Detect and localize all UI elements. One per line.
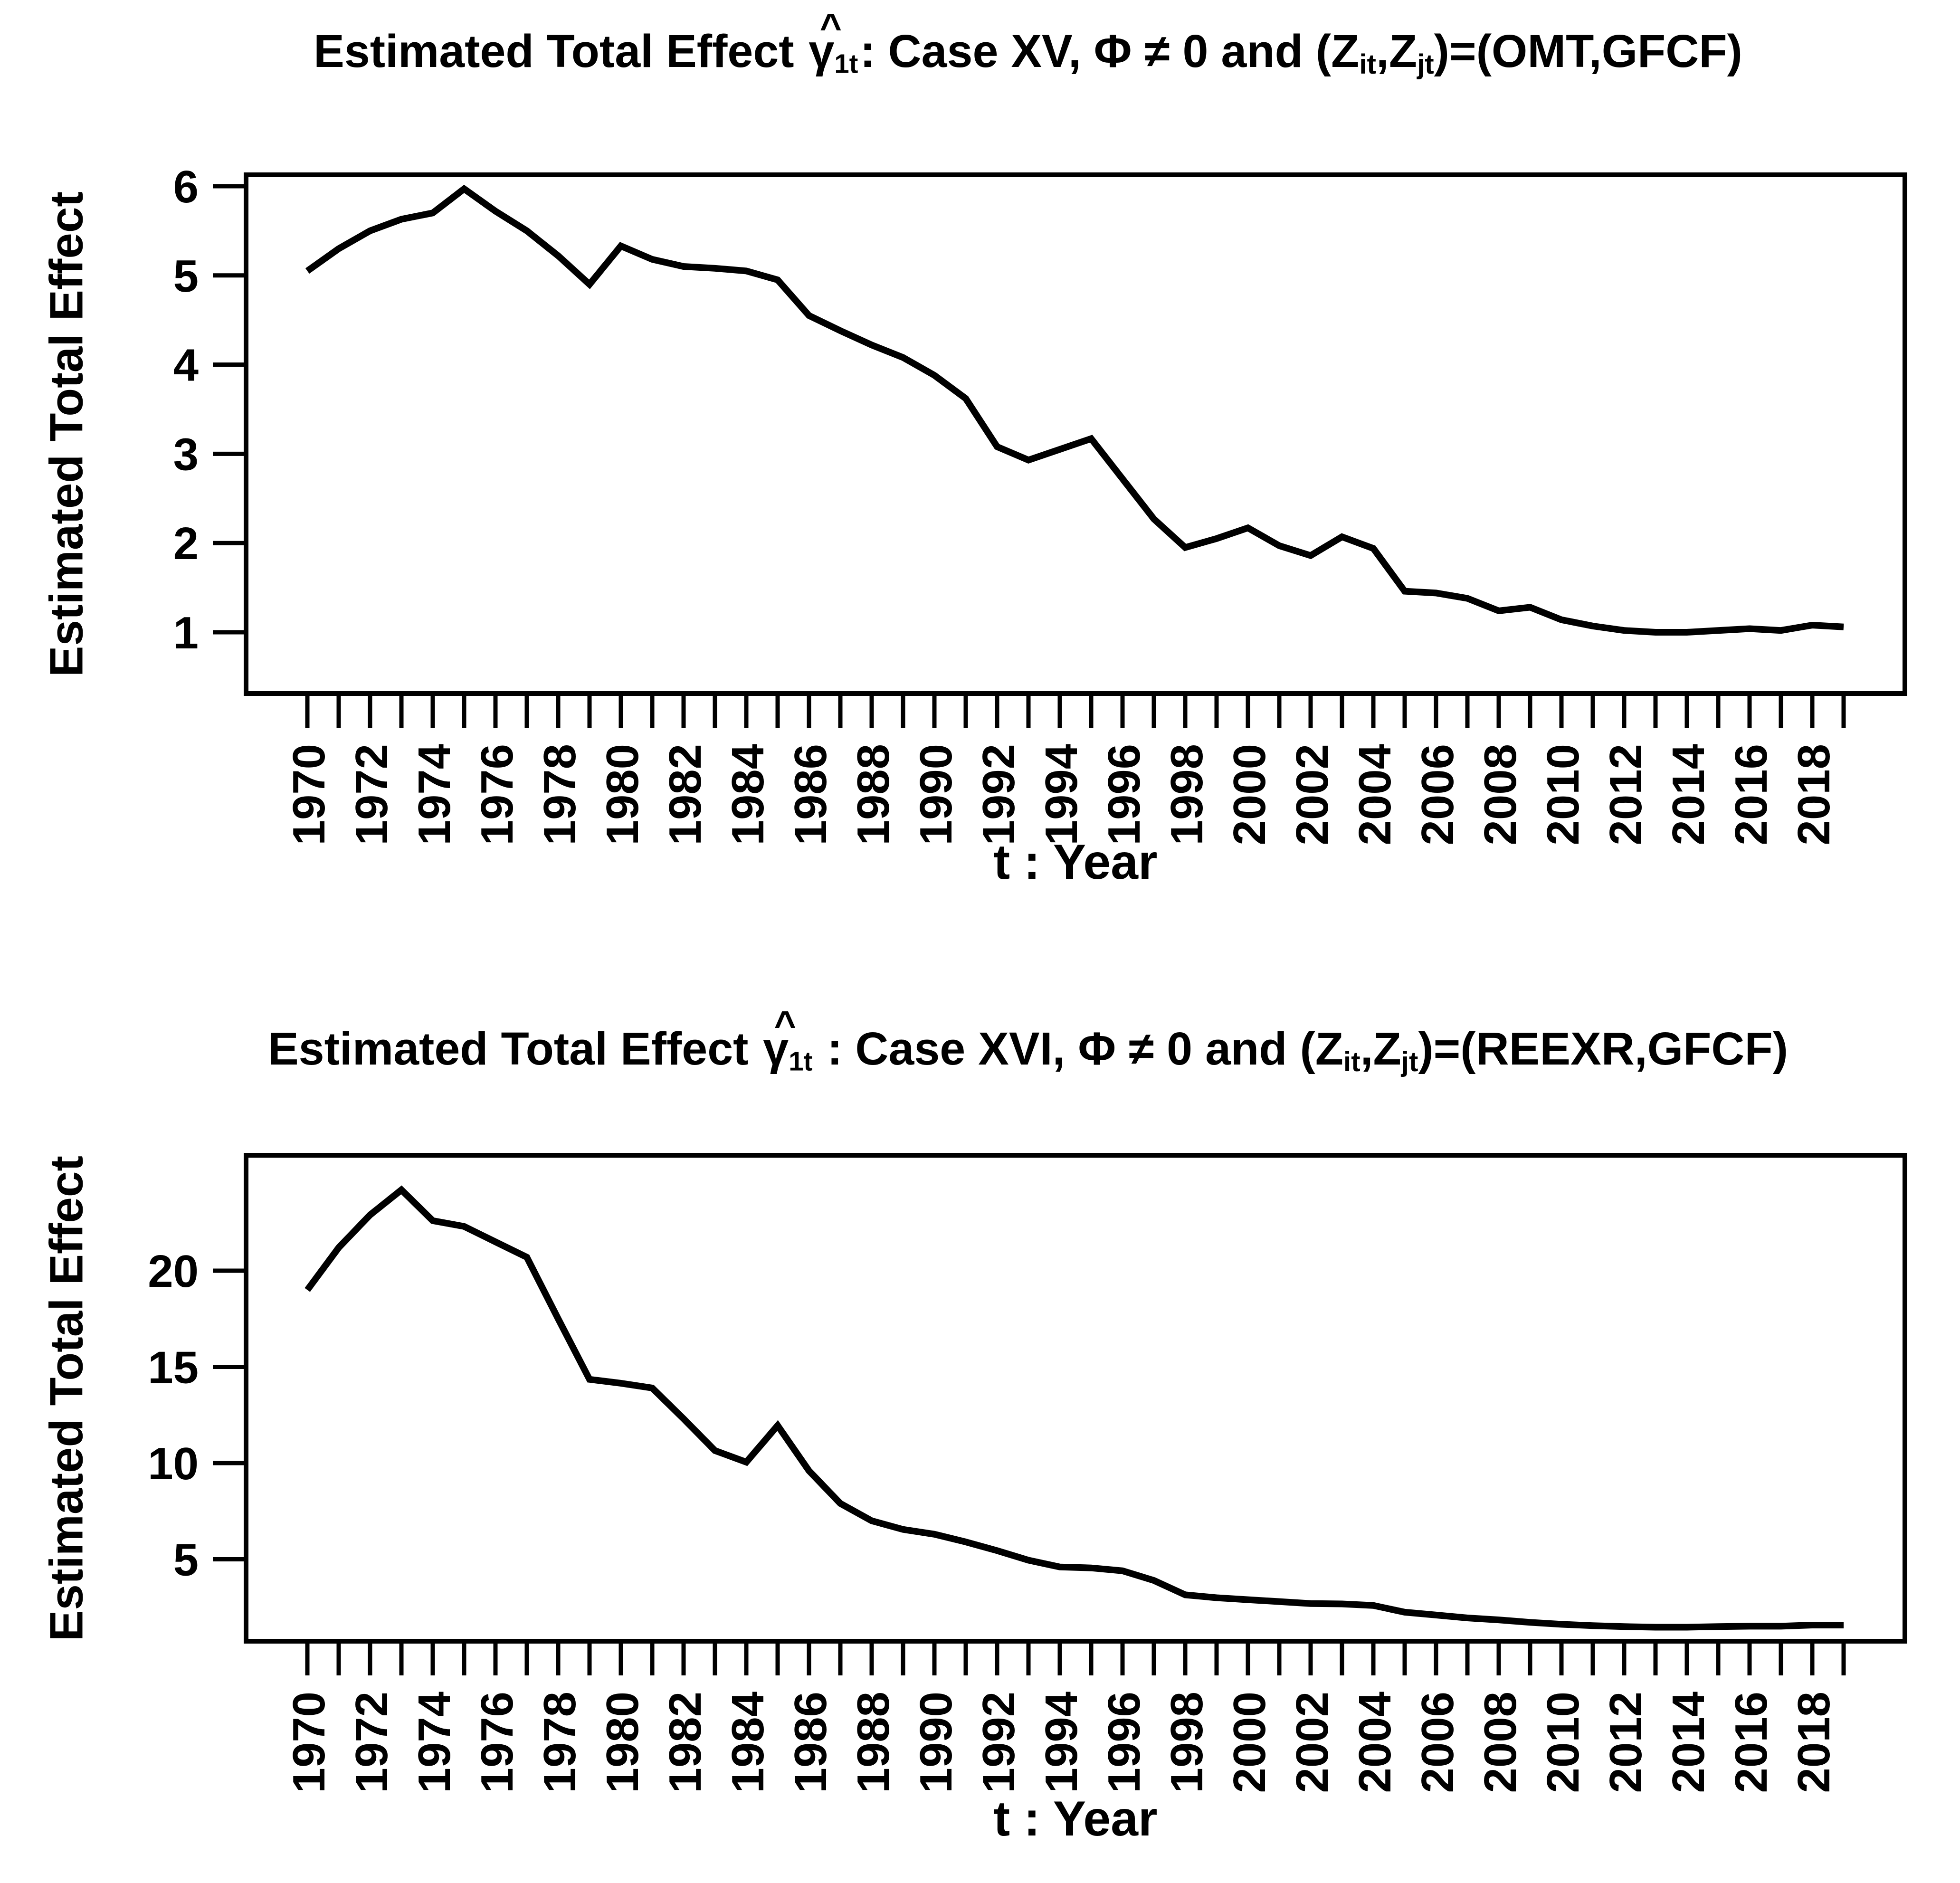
x-tick-label: 1994: [1036, 1692, 1087, 1793]
title-mid: : Case XVI, Φ ≠ 0 and (Z: [814, 1023, 1344, 1075]
data-line: [304, 1185, 1844, 1631]
title-prefix: Estimated Total Effect: [314, 25, 807, 77]
x-tick-label: 2008: [1475, 744, 1526, 846]
x-tick-label: 1986: [785, 744, 836, 846]
x-tick-label: 1988: [848, 1692, 899, 1793]
x-tick-label: 2012: [1600, 1692, 1651, 1793]
y-tick-label: 4: [173, 340, 199, 391]
x-tick-label: 1984: [723, 1692, 773, 1793]
x-tick-label: 2016: [1726, 744, 1777, 846]
x-tick-label: 2000: [1224, 1692, 1275, 1793]
title-z2: ,Z: [1360, 1023, 1401, 1075]
x-tick-label: 2010: [1538, 1692, 1589, 1793]
x-tick-label: 2004: [1350, 744, 1400, 846]
gamma-subscript: 1t: [789, 1046, 813, 1076]
plot-box: [244, 1153, 1907, 1644]
x-tick-label: 2006: [1412, 744, 1463, 846]
data-line: [305, 184, 1844, 636]
x-tick-label: 1992: [973, 1692, 1024, 1793]
x-tick-label: 1994: [1036, 744, 1087, 846]
y-tick-label: 10: [148, 1438, 199, 1489]
x-tick-label: 2006: [1412, 1692, 1463, 1793]
x-tick-label: 1998: [1161, 744, 1212, 846]
x-tick-label: 2000: [1224, 744, 1275, 846]
x-tick-label: 1990: [911, 744, 961, 846]
gamma-subscript: 1t: [834, 48, 858, 79]
x-tick-label: 1970: [284, 744, 334, 846]
title-tail: )=(REEXR,GFCF): [1418, 1023, 1789, 1075]
plot-box: [244, 172, 1907, 696]
gamma-glyph: γ: [763, 1023, 789, 1075]
x-tick-label: 1988: [848, 744, 899, 846]
x-tick-label: 1976: [472, 1692, 523, 1793]
x-tick-label: 2002: [1287, 744, 1338, 846]
hat-accent: ^: [819, 5, 842, 48]
y-tick-label: 6: [173, 162, 199, 212]
x-tick-label: 2016: [1726, 1692, 1777, 1793]
y-tick-label: 3: [173, 429, 199, 480]
x-tick-label: 1978: [534, 744, 585, 846]
x-axis-title: t : Year: [994, 835, 1158, 890]
x-tick-label: 1980: [597, 744, 648, 846]
x-tick-label: 2008: [1475, 1692, 1526, 1793]
x-tick-label: 2018: [1789, 1692, 1839, 1793]
z-subscript-jt: jt: [1401, 1046, 1418, 1077]
gamma-glyph: γ: [809, 25, 835, 77]
x-tick-label: 1974: [409, 1692, 460, 1793]
x-axis-title: t : Year: [994, 1791, 1158, 1846]
x-tick-label: 1980: [597, 1692, 648, 1793]
y-tick-label: 5: [173, 251, 199, 302]
x-tick-label: 1978: [534, 1692, 585, 1793]
y-tick-label: 1: [173, 608, 199, 658]
x-tick-label: 2018: [1789, 744, 1839, 846]
y-tick-label: 5: [173, 1535, 199, 1586]
x-tick-label: 1982: [660, 1692, 711, 1793]
y-tick-label: 15: [148, 1342, 199, 1393]
x-tick-label: 2014: [1663, 744, 1714, 846]
x-tick-label: 2002: [1287, 1692, 1338, 1793]
hat-accent: ^: [774, 1003, 796, 1046]
chart-title: Estimated Total Effect ^ γ1t: Case XV, Φ …: [151, 6, 1905, 81]
chart-case-xvi: Estimated Total Effect ^ γ1t : Case XVI, …: [0, 942, 1960, 1883]
y-tick-label: 2: [173, 518, 199, 569]
gamma-hat-symbol: ^ γ1t: [809, 6, 858, 79]
x-tick-label: 2010: [1538, 744, 1589, 846]
x-tick-label: 1974: [409, 744, 460, 846]
x-tick-label: 1996: [1099, 1692, 1150, 1793]
y-tick-label: 20: [148, 1246, 199, 1297]
z-subscript-jt: jt: [1417, 48, 1434, 80]
title-z2: ,Z: [1376, 25, 1418, 77]
title-prefix: Estimated Total Effect: [267, 1023, 761, 1075]
x-tick-label: 1970: [284, 1692, 334, 1793]
x-tick-label: 1984: [723, 744, 773, 846]
x-tick-label: 1990: [911, 1692, 961, 1793]
x-tick-label: 1976: [472, 744, 523, 846]
title-mid: : Case XV, Φ ≠ 0 and (Z: [860, 25, 1360, 77]
title-tail: )=(OMT,GFCF): [1434, 25, 1742, 77]
z-subscript-it: it: [1359, 48, 1376, 80]
x-tick-label: 1972: [346, 744, 397, 846]
chart-case-xv: Estimated Total Effect ^ γ1t: Case XV, Φ …: [40, 6, 1907, 890]
x-tick-label: 1982: [660, 744, 711, 846]
x-tick-label: 2012: [1600, 744, 1651, 846]
x-tick-label: 1972: [346, 1692, 397, 1793]
x-tick-label: 1986: [785, 1692, 836, 1793]
x-tick-label: 1996: [1099, 744, 1150, 846]
gamma-hat-symbol: ^ γ1t: [763, 1003, 813, 1077]
z-subscript-it: it: [1343, 1046, 1361, 1077]
x-tick-label: 1998: [1161, 1692, 1212, 1793]
x-tick-label: 2004: [1350, 1692, 1400, 1793]
chart-title: Estimated Total Effect ^ γ1t : Case XVI, …: [151, 1003, 1905, 1078]
x-tick-label: 1992: [973, 744, 1024, 846]
x-tick-label: 2014: [1663, 1692, 1714, 1793]
